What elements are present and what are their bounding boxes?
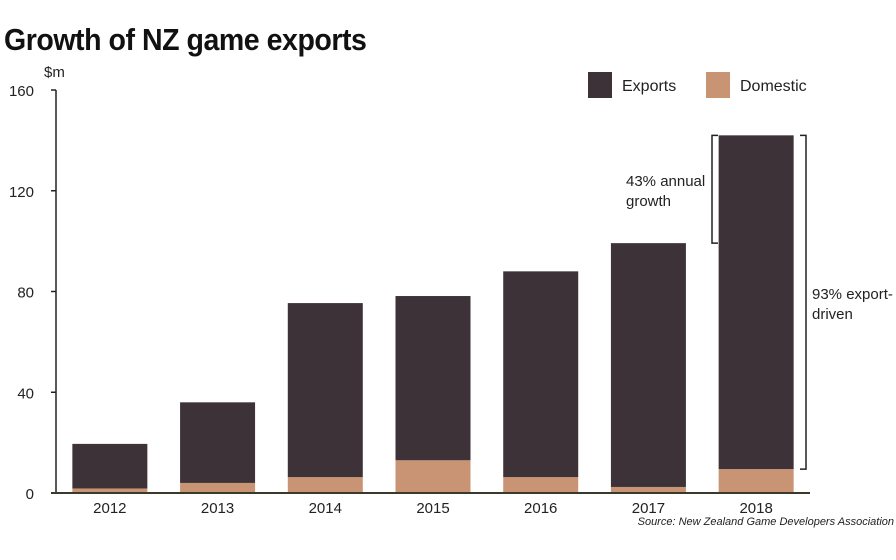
bracket-annual-growth: [711, 134, 718, 244]
annotation-export-driven: driven: [812, 306, 853, 323]
bracket-export-driven: [800, 134, 807, 470]
annotation-export-driven: 93% export-: [812, 286, 893, 303]
bar-domestic: [610, 486, 686, 493]
y-tick-label: 120: [9, 184, 34, 201]
x-tick-label: 2014: [309, 500, 342, 517]
bar-domestic: [395, 460, 471, 493]
x-tick-label: 2015: [416, 500, 449, 517]
bar-exports: [503, 271, 579, 478]
x-tick-label: 2013: [201, 500, 234, 517]
annotation-annual-growth: growth: [626, 193, 671, 210]
y-tick-label: 40: [17, 385, 34, 402]
legend-label: Exports: [622, 78, 676, 95]
legend-label: Domestic: [740, 78, 807, 95]
bar-exports: [610, 243, 686, 487]
annotation-annual-growth: 43% annual: [626, 173, 705, 190]
bar-exports: [72, 443, 148, 489]
chart-title: Growth of NZ game exports: [4, 22, 367, 57]
bar-domestic: [72, 488, 148, 493]
y-tick-label: 0: [26, 486, 34, 503]
bar-domestic: [287, 477, 363, 493]
legend-swatch-exports: [588, 72, 612, 98]
bar-domestic: [180, 482, 256, 493]
bar-exports: [718, 135, 794, 470]
x-tick-label: 2018: [739, 500, 772, 517]
x-tick-label: 2012: [93, 500, 126, 517]
y-tick-label: 80: [17, 285, 34, 302]
x-tick-label: 2017: [632, 500, 665, 517]
y-tick-label: 160: [9, 83, 34, 100]
bar-domestic: [503, 477, 579, 493]
source-note: Source: New Zealand Game Developers Asso…: [637, 516, 894, 528]
y-axis-label: $m: [44, 64, 65, 81]
bar-exports: [180, 402, 256, 483]
legend-swatch-domestic: [706, 72, 730, 98]
bar-exports: [395, 296, 471, 461]
bar-domestic: [718, 469, 794, 493]
x-tick-label: 2016: [524, 500, 557, 517]
bar-exports: [287, 303, 363, 478]
